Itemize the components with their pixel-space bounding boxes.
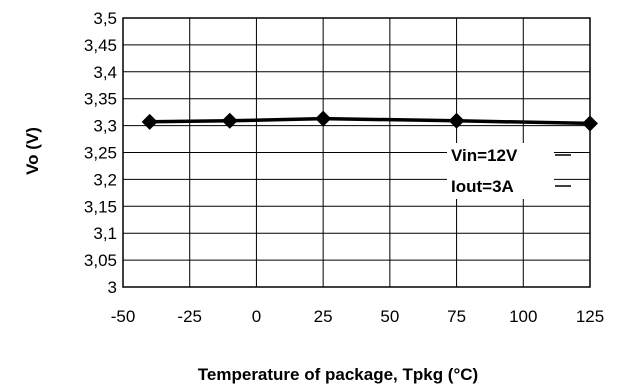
annotation-vin: Vin=12V <box>451 146 518 165</box>
data-point <box>582 115 598 132</box>
y-tick-label: 3,1 <box>93 224 117 243</box>
data-point <box>221 112 238 129</box>
x-tick-label: 125 <box>576 307 604 326</box>
y-tick-label: 3,05 <box>84 251 117 270</box>
x-tick-label: 25 <box>314 307 333 326</box>
x-axis-title: Temperature of package, Tpkg (°C) <box>198 365 478 384</box>
x-tick-label: 100 <box>509 307 537 326</box>
y-tick-label: 3,35 <box>84 90 117 109</box>
annotation-iout: Iout=3A <box>451 177 514 196</box>
y-tick-label: 3,25 <box>84 144 117 163</box>
y-tick-label: 3,4 <box>93 63 117 82</box>
y-tick-label: 3 <box>108 278 117 297</box>
plot-frame <box>122 17 591 288</box>
data-point <box>315 110 332 127</box>
x-tick-label: 0 <box>252 307 261 326</box>
x-tick-label: 50 <box>380 307 399 326</box>
y-tick-label: 3,45 <box>84 36 117 55</box>
y-tick-label: 3,2 <box>93 170 117 189</box>
series-layer <box>141 110 598 132</box>
annotation-background <box>447 143 554 199</box>
y-axis-title: Vo (V) <box>23 127 42 175</box>
tick-labels: 3 3,05 3,1 3,15 3,2 3,25 3,3 3,35 3,4 3,45 3,5 -50 -… <box>84 9 604 326</box>
y-tick-label: 3,3 <box>93 117 117 136</box>
annotation-box: Vin=12V Iout=3A <box>447 143 571 199</box>
data-point <box>141 113 158 130</box>
x-tick-label: -50 <box>111 307 136 326</box>
y-tick-label: 3,5 <box>93 9 117 28</box>
x-tick-label: 75 <box>447 307 466 326</box>
y-tick-label: 3,15 <box>84 197 117 216</box>
x-tick-label: -25 <box>177 307 202 326</box>
data-point <box>448 112 465 129</box>
